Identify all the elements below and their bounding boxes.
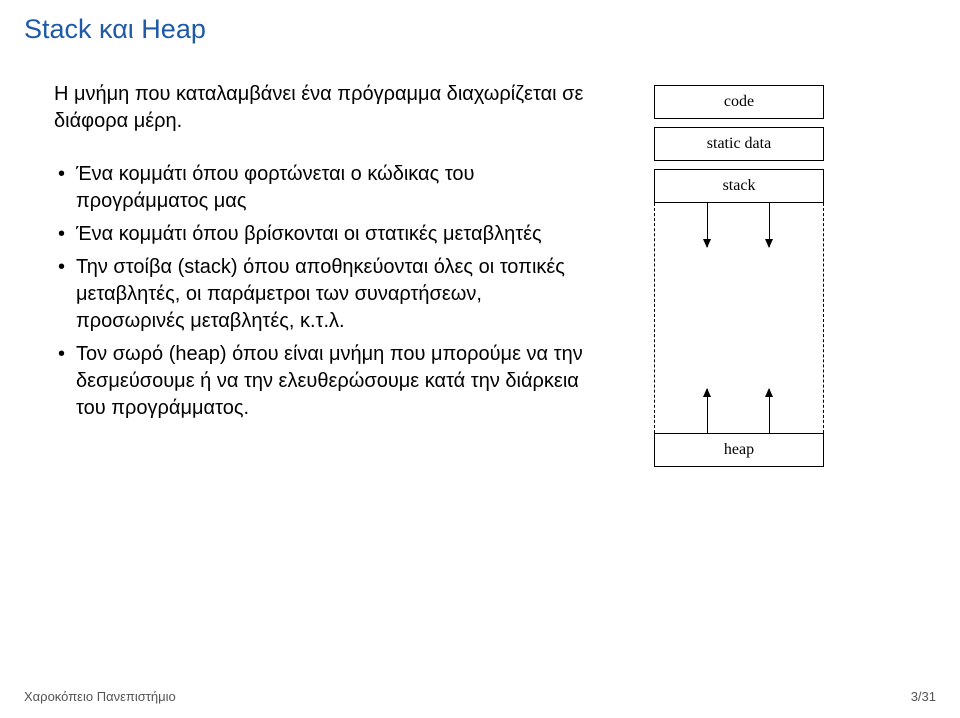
arrow-down-icon bbox=[707, 203, 708, 247]
slide: Stack και Heap Η μνήμη που καταλαμβάνει … bbox=[0, 0, 960, 718]
diagram-mid-region bbox=[654, 203, 824, 433]
page-number: 3/31 bbox=[911, 689, 936, 704]
segment-heap: heap bbox=[654, 433, 824, 467]
slide-title: Stack και Heap bbox=[24, 14, 936, 45]
bullet-item: Ένα κομμάτι όπου φορτώνεται ο κώδικας το… bbox=[72, 161, 594, 215]
footer: Χαροκόπειο Πανεπιστήμιο 3/31 bbox=[24, 689, 936, 704]
bullet-item: Την στοίβα (stack) όπου αποθηκεύονται όλ… bbox=[72, 254, 594, 335]
bullet-item: Τον σωρό (heap) όπου είναι μνήμη που μπο… bbox=[72, 341, 594, 422]
segment-stack: stack bbox=[654, 169, 824, 203]
diagram-gap bbox=[654, 161, 824, 169]
arrow-up-icon bbox=[769, 389, 770, 433]
memory-diagram: code static data stack heap bbox=[654, 85, 824, 467]
arrow-up-icon bbox=[707, 389, 708, 433]
segment-code: code bbox=[654, 85, 824, 119]
arrow-down-icon bbox=[769, 203, 770, 247]
text-column: Η μνήμη που καταλαμβάνει ένα πρόγραμμα δ… bbox=[24, 81, 604, 428]
footer-institution: Χαροκόπειο Πανεπιστήμιο bbox=[24, 689, 176, 704]
segment-static-data: static data bbox=[654, 127, 824, 161]
bullet-item: Ένα κομμάτι όπου βρίσκονται οι στατικές … bbox=[72, 221, 594, 248]
diagram-column: code static data stack heap bbox=[604, 81, 864, 467]
content-row: Η μνήμη που καταλαμβάνει ένα πρόγραμμα δ… bbox=[24, 81, 936, 467]
diagram-gap bbox=[654, 119, 824, 127]
intro-paragraph: Η μνήμη που καταλαμβάνει ένα πρόγραμμα δ… bbox=[54, 81, 594, 135]
bullet-list: Ένα κομμάτι όπου φορτώνεται ο κώδικας το… bbox=[54, 161, 594, 422]
